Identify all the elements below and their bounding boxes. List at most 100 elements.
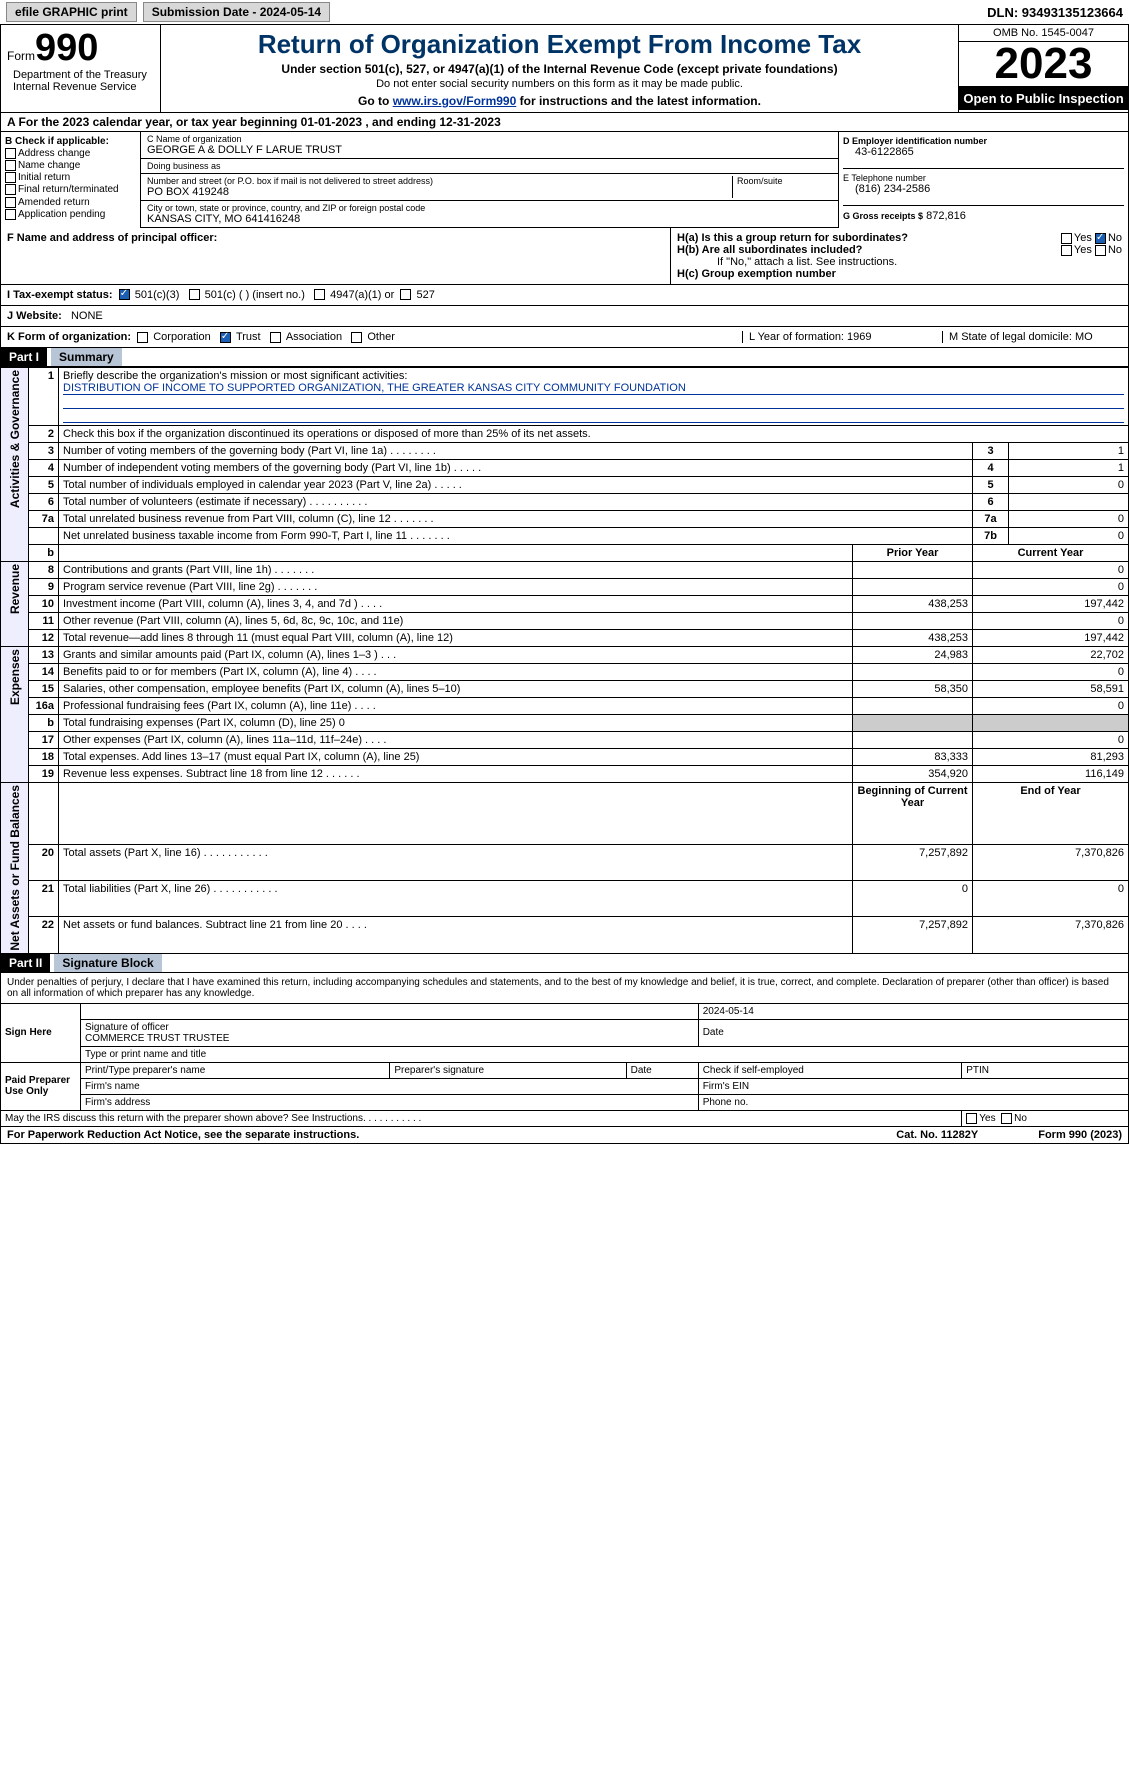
col-b-header: B Check if applicable: (5, 136, 136, 147)
row-f-h: F Name and address of principal officer:… (0, 228, 1129, 285)
side-expenses: Expenses (8, 649, 22, 705)
prep-name-label: Print/Type preparer's name (81, 1062, 390, 1078)
state-domicile: M State of legal domicile: MO (942, 331, 1122, 343)
chk-amended-return[interactable]: Amended return (5, 197, 136, 208)
chk-4947[interactable] (314, 289, 325, 300)
self-emp-label: Check if self-employed (698, 1062, 962, 1078)
org-name-label: C Name of organization (147, 134, 832, 144)
part1-title: Summary (51, 348, 122, 366)
ha-label: H(a) Is this a group return for subordin… (677, 232, 908, 244)
cat-number: Cat. No. 11282Y (896, 1129, 978, 1141)
line2-text: Check this box if the organization disco… (59, 426, 1129, 443)
firm-name-label: Firm's name (81, 1078, 699, 1094)
prep-sig-label: Preparer's signature (390, 1062, 626, 1078)
chk-501c3[interactable] (119, 289, 130, 300)
irs-link[interactable]: www.irs.gov/Form990 (393, 94, 517, 108)
chk-501c[interactable] (189, 289, 200, 300)
col-b-checkboxes: B Check if applicable: Address change Na… (1, 132, 141, 228)
row-i-tax-status: I Tax-exempt status: 501(c)(3) 501(c) ( … (0, 285, 1129, 306)
street-value: PO BOX 419248 (147, 186, 732, 198)
submission-date-label: Submission Date - 2024-05-14 (143, 2, 330, 22)
row-j-website: J Website: NONE (0, 306, 1129, 327)
part2-title: Signature Block (54, 954, 161, 972)
row-k-form-org: K Form of organization: Corporation Trus… (0, 327, 1129, 348)
discuss-no[interactable] (1001, 1113, 1012, 1124)
hb-note: If "No," attach a list. See instructions… (677, 256, 1122, 268)
discuss-yes[interactable] (966, 1113, 977, 1124)
row-a-tax-year: A For the 2023 calendar year, or tax yea… (0, 113, 1129, 132)
dln-label: DLN: 93493135123664 (987, 5, 1123, 20)
city-value: KANSAS CITY, MO 641416248 (147, 213, 832, 225)
chk-application-pending[interactable]: Application pending (5, 209, 136, 220)
street-label: Number and street (or P.O. box if mail i… (147, 176, 732, 186)
begin-year-header: Beginning of Current Year (853, 783, 973, 845)
dba-label: Doing business as (147, 161, 832, 171)
line1-label: Briefly describe the organization's miss… (63, 370, 407, 382)
signature-table: Sign Here 2024-05-14 Signature of office… (0, 1003, 1129, 1127)
type-name-label: Type or print name and title (81, 1046, 1129, 1062)
top-bar: efile GRAPHIC print Submission Date - 20… (0, 0, 1129, 25)
officer-name: COMMERCE TRUST TRUSTEE (85, 1033, 229, 1044)
form-title: Return of Organization Exempt From Incom… (167, 29, 952, 60)
hc-label: H(c) Group exemption number (677, 268, 836, 280)
side-net-assets: Net Assets or Fund Balances (8, 785, 22, 951)
ha-no-checkbox[interactable] (1095, 233, 1106, 244)
end-year-header: End of Year (973, 783, 1129, 845)
firm-ein-label: Firm's EIN (698, 1078, 1128, 1094)
prep-date-label: Date (626, 1062, 698, 1078)
mission-text: DISTRIBUTION OF INCOME TO SUPPORTED ORGA… (63, 382, 1124, 395)
section-bcd: B Check if applicable: Address change Na… (0, 132, 1129, 228)
pra-notice: For Paperwork Reduction Act Notice, see … (7, 1129, 359, 1141)
tax-year: 2023 (959, 42, 1128, 87)
form-org-label: K Form of organization: (7, 331, 131, 343)
firm-addr-label: Firm's address (81, 1094, 699, 1110)
room-label: Room/suite (737, 176, 832, 186)
chk-final-return[interactable]: Final return/terminated (5, 184, 136, 195)
penalty-text: Under penalties of perjury, I declare th… (0, 973, 1129, 1003)
phone-label: Phone no. (698, 1094, 1128, 1110)
chk-trust[interactable] (220, 332, 231, 343)
subtitle-3: Go to www.irs.gov/Form990 for instructio… (167, 94, 952, 108)
summary-table: Activities & Governance 1 Briefly descri… (0, 367, 1129, 954)
website-label: J Website: (7, 310, 62, 322)
chk-other[interactable] (351, 332, 362, 343)
sig-date: 2024-05-14 (698, 1003, 1128, 1019)
officer-label: F Name and address of principal officer: (7, 232, 217, 244)
open-inspection-label: Open to Public Inspection (959, 87, 1128, 110)
gross-value: 872,816 (926, 210, 966, 222)
ein-label: D Employer identification number (843, 136, 1124, 146)
year-formation: L Year of formation: 1969 (742, 331, 942, 343)
form-header: Form990 Department of the Treasury Inter… (0, 25, 1129, 113)
form-label: Form (7, 49, 35, 63)
tel-value: (816) 234-2586 (843, 183, 1124, 195)
tax-status-label: I Tax-exempt status: (7, 289, 113, 301)
org-name-value: GEORGE A & DOLLY F LARUE TRUST (147, 144, 832, 156)
side-governance: Activities & Governance (8, 370, 22, 508)
subtitle-1: Under section 501(c), 527, or 4947(a)(1)… (167, 62, 952, 76)
discuss-label: May the IRS discuss this return with the… (1, 1110, 962, 1126)
chk-corporation[interactable] (137, 332, 148, 343)
form-footer-label: Form 990 (2023) (1038, 1129, 1122, 1141)
hb-label: H(b) Are all subordinates included? (677, 244, 862, 256)
chk-association[interactable] (270, 332, 281, 343)
part2-header: Part II (1, 954, 50, 972)
form-number: 990 (35, 27, 98, 69)
chk-initial-return[interactable]: Initial return (5, 172, 136, 183)
part1-header: Part I (1, 348, 47, 366)
chk-527[interactable] (400, 289, 411, 300)
ein-value: 43-6122865 (843, 146, 1124, 158)
city-label: City or town, state or province, country… (147, 203, 832, 213)
website-value: NONE (71, 310, 103, 322)
paid-preparer-label: Paid Preparer Use Only (1, 1062, 81, 1110)
chk-address-change[interactable]: Address change (5, 148, 136, 159)
dept-label: Department of the Treasury Internal Reve… (7, 67, 154, 95)
sign-here-label: Sign Here (1, 1003, 81, 1062)
ptin-label: PTIN (962, 1062, 1129, 1078)
efile-print-button[interactable]: efile GRAPHIC print (6, 2, 137, 22)
prior-year-header: Prior Year (853, 545, 973, 562)
gross-label: G Gross receipts $ (843, 211, 923, 221)
subtitle-2: Do not enter social security numbers on … (167, 78, 952, 90)
chk-name-change[interactable]: Name change (5, 160, 136, 171)
side-revenue: Revenue (8, 564, 22, 614)
footer: For Paperwork Reduction Act Notice, see … (0, 1127, 1129, 1144)
